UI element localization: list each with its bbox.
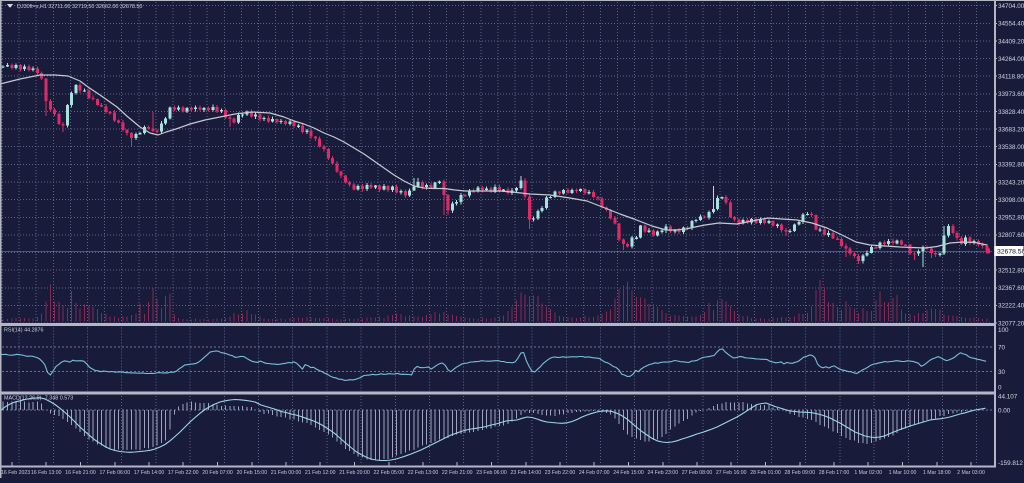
svg-text:34264.00: 34264.00 — [998, 56, 1024, 63]
svg-text:70: 70 — [998, 344, 1006, 351]
svg-text:32367.60: 32367.60 — [998, 285, 1024, 292]
svg-text:34118.80: 34118.80 — [998, 74, 1024, 81]
svg-text:17 Feb 22:00: 17 Feb 22:00 — [168, 470, 199, 476]
svg-text:22 Feb 13:00: 22 Feb 13:00 — [408, 470, 439, 476]
svg-text:27 Feb 16:00: 27 Feb 16:00 — [716, 470, 747, 476]
svg-text:34409.20: 34409.20 — [998, 38, 1024, 45]
svg-text:21 Feb 20:00: 21 Feb 20:00 — [339, 470, 370, 476]
svg-text:33392.80: 33392.80 — [998, 162, 1024, 169]
svg-text:34554.40: 34554.40 — [998, 21, 1024, 28]
svg-text:1 Mar 10:00: 1 Mar 10:00 — [889, 470, 917, 476]
svg-text:23 Feb 06:00: 23 Feb 06:00 — [476, 470, 507, 476]
svg-text:32512.80: 32512.80 — [998, 267, 1024, 274]
svg-text:1 Mar 02:00: 1 Mar 02:00 — [854, 470, 882, 476]
svg-text:24 Feb 07:00: 24 Feb 07:00 — [579, 470, 610, 476]
svg-text:28 Feb 17:00: 28 Feb 17:00 — [819, 470, 850, 476]
svg-text:28 Feb 09:00: 28 Feb 09:00 — [785, 470, 816, 476]
svg-text:22 Feb 21:00: 22 Feb 21:00 — [442, 470, 473, 476]
svg-text:16 Feb 13:00: 16 Feb 13:00 — [31, 470, 62, 476]
svg-text:17 Feb 14:00: 17 Feb 14:00 — [134, 470, 165, 476]
svg-text:0: 0 — [998, 384, 1002, 391]
svg-text:20 Feb 07:00: 20 Feb 07:00 — [202, 470, 233, 476]
svg-text:30: 30 — [998, 369, 1006, 376]
svg-text:16 Feb 2023: 16 Feb 2023 — [1, 470, 30, 476]
svg-text:21 Feb 00:00: 21 Feb 00:00 — [271, 470, 302, 476]
svg-text:32807.60: 32807.60 — [998, 232, 1024, 239]
svg-text:33973.60: 33973.60 — [998, 91, 1024, 98]
svg-text:17 Feb 06:00: 17 Feb 06:00 — [100, 470, 131, 476]
svg-text:33828.40: 33828.40 — [998, 109, 1024, 116]
svg-text:2 Mar 03:00: 2 Mar 03:00 — [957, 470, 985, 476]
svg-text:22 Feb 05:00: 22 Feb 05:00 — [374, 470, 405, 476]
svg-text:16 Feb 21:00: 16 Feb 21:00 — [65, 470, 96, 476]
svg-text:23 Feb 14:00: 23 Feb 14:00 — [511, 470, 542, 476]
svg-text:24 Feb 15:00: 24 Feb 15:00 — [613, 470, 644, 476]
svg-text:21 Feb 12:00: 21 Feb 12:00 — [305, 470, 336, 476]
svg-text:33683.20: 33683.20 — [998, 126, 1024, 133]
svg-text:20 Feb 15:00: 20 Feb 15:00 — [237, 470, 268, 476]
svg-text:24 Feb 23:00: 24 Feb 23:00 — [648, 470, 679, 476]
svg-text:DJ30ft=x,H1 32711.00 32719.50: DJ30ft=x,H1 32711.00 32719.50 32662.00 3… — [17, 4, 142, 10]
svg-text:32222.40: 32222.40 — [998, 303, 1024, 310]
svg-text:33243.20: 33243.20 — [998, 179, 1024, 186]
svg-text:32077.20: 32077.20 — [998, 320, 1024, 327]
svg-text:28 Feb 01:00: 28 Feb 01:00 — [750, 470, 781, 476]
svg-text:0.00: 0.00 — [998, 407, 1011, 414]
svg-text:RSI(14) 44.2876: RSI(14) 44.2876 — [4, 328, 44, 334]
svg-text:34704.00: 34704.00 — [998, 3, 1024, 10]
svg-text:44.107: 44.107 — [998, 393, 1018, 400]
svg-text:MACD(12,26,9) -7.348 0.573: MACD(12,26,9) -7.348 0.573 — [4, 396, 73, 402]
svg-text:33098.00: 33098.00 — [998, 197, 1024, 204]
svg-text:1 Mar 18:00: 1 Mar 18:00 — [923, 470, 951, 476]
svg-text:-159.812: -159.812 — [998, 460, 1023, 467]
svg-text:100: 100 — [998, 327, 1009, 334]
svg-text:32952.80: 32952.80 — [998, 215, 1024, 222]
svg-text:23 Feb 22:00: 23 Feb 22:00 — [545, 470, 576, 476]
svg-text:32678.50: 32678.50 — [997, 249, 1024, 256]
svg-text:27 Feb 08:00: 27 Feb 08:00 — [682, 470, 713, 476]
svg-text:33538.00: 33538.00 — [998, 144, 1024, 151]
